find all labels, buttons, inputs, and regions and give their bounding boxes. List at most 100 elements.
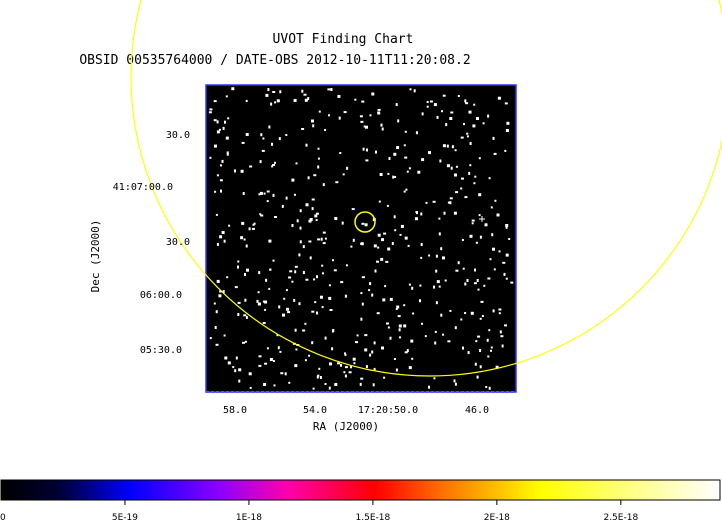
star-pixel	[447, 340, 451, 343]
star-pixel	[420, 212, 423, 216]
x-tick-label: 46.0	[465, 405, 489, 416]
star-pixel	[355, 341, 358, 344]
star-pixel	[407, 244, 410, 247]
star-pixel	[392, 175, 395, 179]
star-pixel	[485, 386, 488, 388]
star-pixel	[324, 129, 327, 131]
star-pixel	[328, 386, 331, 390]
star-pixel	[226, 151, 229, 155]
star-pixel	[321, 264, 324, 267]
star-pixel	[317, 238, 321, 241]
star-pixel	[420, 243, 423, 246]
star-pixel	[213, 302, 216, 305]
star-pixel	[476, 117, 479, 120]
colorbar-tick-label: 1.5E-18	[356, 513, 391, 521]
star-pixel	[421, 158, 425, 162]
star-pixel	[479, 235, 482, 239]
star-pixel	[457, 95, 460, 97]
star-pixel	[215, 343, 219, 346]
star-pixel	[276, 334, 279, 337]
star-pixel	[360, 377, 364, 380]
star-pixel	[487, 114, 490, 118]
star-pixel	[316, 275, 318, 279]
star-pixel	[274, 216, 277, 218]
star-pixel	[274, 161, 276, 164]
star-pixel	[425, 201, 428, 204]
star-pixel	[403, 144, 406, 147]
star-pixel	[298, 302, 301, 306]
star-pixel	[372, 383, 375, 387]
star-pixel	[269, 268, 272, 271]
y-tick-label: 41:07:00.0	[113, 182, 173, 193]
star-pixel	[264, 300, 268, 304]
star-pixel	[475, 241, 478, 244]
star-pixel	[235, 356, 238, 360]
star-pixel	[381, 346, 384, 350]
star-pixel	[278, 137, 281, 141]
star-pixel	[319, 376, 322, 379]
star-pixel	[435, 301, 438, 305]
star-pixel	[301, 89, 304, 93]
star-pixel	[505, 225, 508, 229]
star-pixel	[237, 301, 241, 304]
star-pixel	[291, 178, 295, 182]
star-pixel	[376, 312, 380, 315]
star-pixel	[497, 96, 501, 100]
star-pixel	[317, 147, 320, 150]
star-pixel	[428, 254, 431, 257]
star-pixel	[466, 279, 469, 282]
star-pixel	[268, 239, 272, 243]
star-pixel	[286, 307, 289, 311]
star-pixel	[449, 309, 452, 312]
star-pixel	[318, 367, 321, 370]
colorbar-tick-label: 2.5E-18	[603, 513, 638, 521]
star-pixel	[241, 221, 245, 225]
star-pixel	[375, 150, 377, 154]
star-pixel	[388, 157, 391, 160]
star-pixel	[312, 387, 315, 390]
star-pixel	[240, 169, 244, 173]
star-pixel	[369, 114, 372, 117]
star-pixel	[382, 298, 386, 302]
star-pixel	[397, 315, 401, 318]
source-circle	[354, 211, 376, 233]
star-pixel	[322, 231, 326, 234]
star-pixel	[317, 157, 320, 160]
star-pixel	[505, 129, 509, 132]
star-pixel	[308, 240, 312, 243]
star-pixel	[307, 97, 310, 101]
star-pixel	[328, 284, 331, 287]
star-pixel	[447, 201, 450, 204]
star-pixel	[474, 175, 477, 178]
star-pixel	[338, 116, 341, 120]
star-pixel	[316, 375, 319, 379]
star-pixel	[311, 119, 314, 123]
star-pixel	[432, 200, 436, 203]
star-pixel	[434, 330, 437, 333]
star-pixel	[467, 351, 470, 355]
star-pixel	[231, 87, 235, 91]
star-pixel	[377, 111, 381, 115]
star-pixel	[208, 111, 212, 114]
star-pixel	[371, 293, 374, 297]
star-pixel	[455, 165, 458, 168]
star-pixel	[454, 326, 457, 330]
star-pixel	[364, 223, 368, 227]
star-pixel	[464, 196, 468, 199]
star-pixel	[272, 164, 275, 166]
star-pixel	[221, 231, 225, 234]
star-pixel	[490, 349, 492, 352]
star-pixel	[379, 173, 383, 176]
star-pixel	[214, 326, 217, 329]
star-field	[208, 87, 514, 390]
star-pixel	[213, 100, 217, 103]
star-pixel	[294, 265, 298, 268]
star-pixel	[209, 337, 212, 340]
star-pixel	[393, 152, 397, 156]
star-pixel	[473, 182, 476, 185]
star-pixel	[369, 282, 372, 286]
star-pixel	[468, 171, 471, 175]
star-pixel	[462, 346, 464, 350]
star-pixel	[438, 232, 441, 236]
star-pixel	[348, 371, 352, 374]
